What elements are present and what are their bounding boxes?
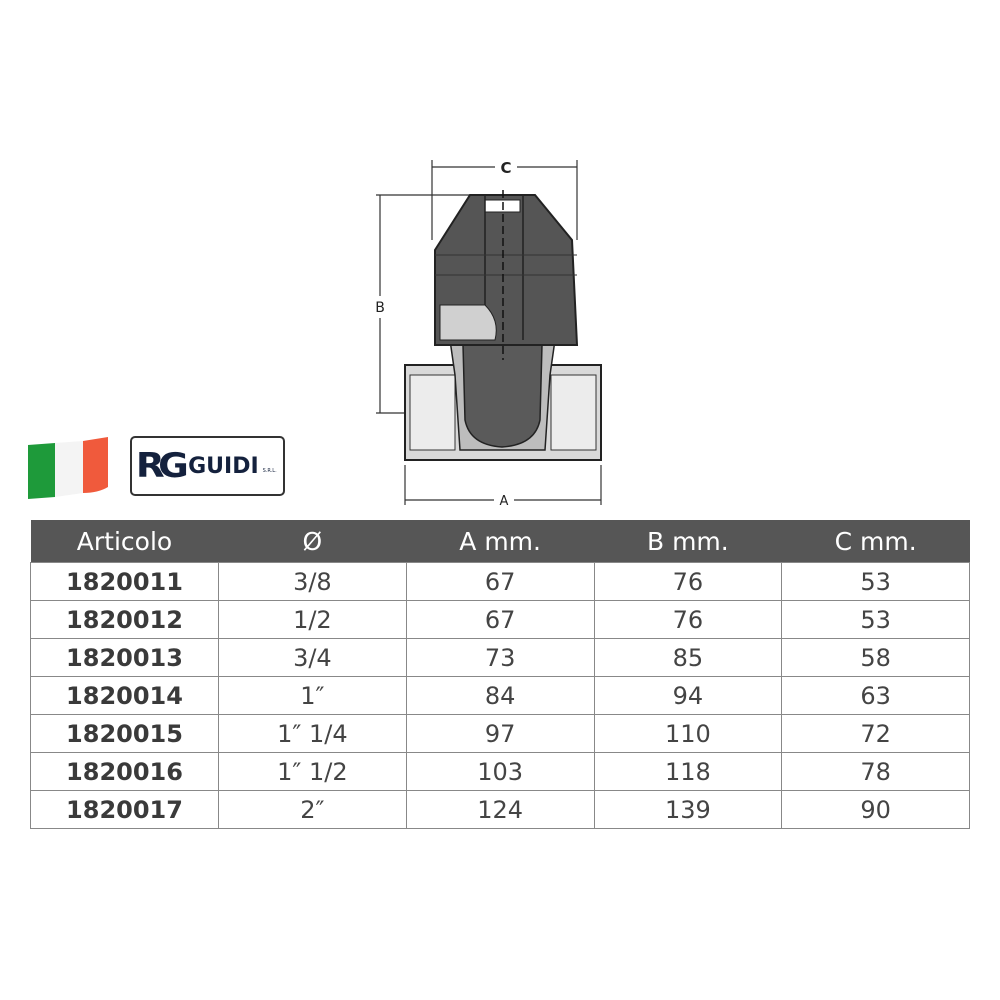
- cell-diameter: 2″: [218, 790, 407, 829]
- cell-b-mm: 85: [593, 638, 783, 677]
- cell-article-code: 1820011: [30, 562, 219, 601]
- table-row: 1820017 2″ 124 139 90: [30, 790, 970, 829]
- header-articolo: Articolo: [30, 520, 219, 563]
- table-row: 1820011 3/8 67 76 53: [30, 562, 970, 601]
- dimension-label-c: C: [500, 159, 511, 177]
- cell-c-mm: 63: [781, 676, 970, 715]
- cell-c-mm: 53: [781, 562, 970, 601]
- logo-suffix: S.R.L.: [262, 468, 277, 474]
- table-row: 1820016 1″ 1/2 103 118 78: [30, 752, 970, 791]
- cell-article-code: 1820015: [30, 714, 219, 753]
- cell-c-mm: 53: [781, 600, 970, 639]
- cell-b-mm: 76: [593, 562, 783, 601]
- dimension-label-a: A: [500, 494, 509, 509]
- cell-diameter: 3/8: [218, 562, 407, 601]
- cell-diameter: 1″ 1/2: [218, 752, 407, 791]
- italian-flag-icon: [28, 437, 108, 499]
- dimension-label-b: B: [375, 300, 385, 316]
- valve-technical-drawing: C B A: [375, 159, 602, 509]
- table-row: 1820012 1/2 67 76 53: [30, 600, 970, 639]
- table-row: 1820013 3/4 73 85 58: [30, 638, 970, 677]
- cell-article-code: 1820017: [30, 790, 219, 829]
- header-c: C mm.: [781, 520, 970, 563]
- cell-a-mm: 67: [405, 562, 595, 601]
- table-header-row: Articolo Ø A mm. B mm. C mm.: [30, 520, 970, 563]
- cell-a-mm: 124: [405, 790, 595, 829]
- cell-c-mm: 58: [781, 638, 970, 677]
- logo-name: GUIDI: [188, 453, 259, 479]
- cell-b-mm: 110: [593, 714, 783, 753]
- cell-diameter: 1/2: [218, 600, 407, 639]
- cell-b-mm: 139: [593, 790, 783, 829]
- cell-article-code: 1820012: [30, 600, 219, 639]
- cell-diameter: 1″ 1/4: [218, 714, 407, 753]
- cell-diameter: 3/4: [218, 638, 407, 677]
- header-diameter: Ø: [218, 520, 407, 563]
- cell-a-mm: 97: [405, 714, 595, 753]
- guidi-logo: RG GUIDI S.R.L.: [130, 436, 285, 496]
- cell-article-code: 1820013: [30, 638, 219, 677]
- cell-diameter: 1″: [218, 676, 407, 715]
- cell-a-mm: 67: [405, 600, 595, 639]
- cell-article-code: 1820016: [30, 752, 219, 791]
- cell-article-code: 1820014: [30, 676, 219, 715]
- header-a: A mm.: [406, 520, 594, 563]
- cell-b-mm: 76: [593, 600, 783, 639]
- cell-a-mm: 73: [405, 638, 595, 677]
- cell-c-mm: 72: [781, 714, 970, 753]
- cell-a-mm: 84: [405, 676, 595, 715]
- header-b: B mm.: [594, 520, 782, 563]
- cell-a-mm: 103: [405, 752, 595, 791]
- cell-b-mm: 118: [593, 752, 783, 791]
- logo-mark: RG: [135, 446, 189, 486]
- cell-c-mm: 78: [781, 752, 970, 791]
- cell-b-mm: 94: [593, 676, 783, 715]
- table-row: 1820014 1″ 84 94 63: [30, 676, 970, 715]
- dimensions-table: Articolo Ø A mm. B mm. C mm. 1820011 3/8 6…: [30, 520, 970, 829]
- table-row: 1820015 1″ 1/4 97 110 72: [30, 714, 970, 753]
- cell-c-mm: 90: [781, 790, 970, 829]
